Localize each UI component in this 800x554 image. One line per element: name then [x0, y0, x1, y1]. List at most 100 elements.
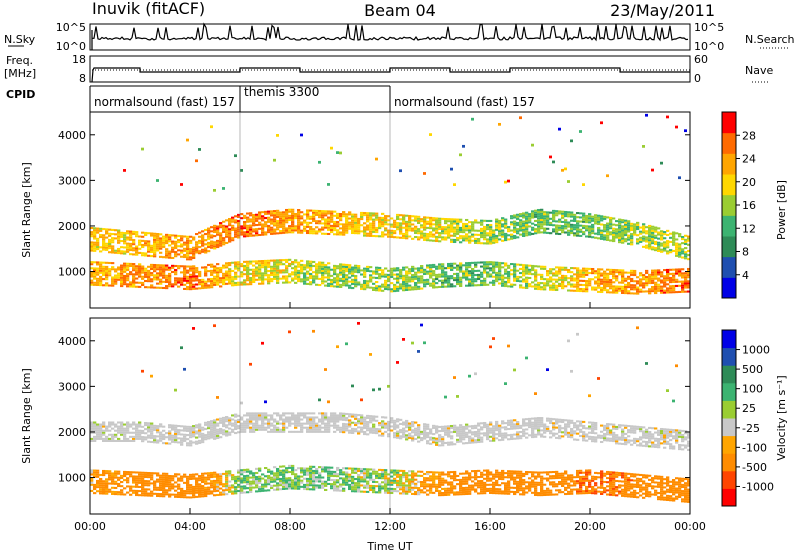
range-gate-cell	[192, 277, 196, 280]
range-gate-cell	[186, 481, 190, 485]
range-gate-cell	[483, 234, 487, 237]
range-gate-cell	[630, 271, 634, 274]
range-gate-cell	[489, 275, 493, 278]
range-gate-cell	[267, 483, 271, 486]
range-gate-cell	[132, 477, 136, 480]
range-gate-cell	[276, 271, 280, 274]
range-gate-cell	[294, 414, 298, 417]
range-gate-cell	[144, 269, 148, 272]
range-gate-cell	[420, 224, 424, 227]
range-gate-cell	[342, 229, 346, 232]
range-gate-cell	[213, 228, 217, 231]
range-gate-cell	[174, 255, 178, 258]
range-gate-cell	[573, 279, 577, 282]
range-gate-cell	[213, 241, 217, 244]
range-gate-cell	[339, 485, 343, 488]
range-gate-cell	[147, 246, 151, 249]
range-gate-cell	[111, 492, 115, 495]
range-gate-cell	[213, 281, 217, 284]
range-gate-cell	[540, 273, 544, 276]
range-gate-cell	[396, 279, 400, 282]
range-gate-cell	[339, 469, 343, 472]
range-gate-cell	[183, 496, 187, 499]
range-gate-cell	[468, 231, 472, 234]
range-gate-cell	[399, 283, 403, 286]
range-gate-cell	[465, 237, 469, 240]
range-gate-cell	[669, 279, 673, 282]
range-gate-cell	[246, 414, 250, 417]
range-gate-cell	[99, 423, 103, 426]
range-gate-cell	[468, 264, 472, 267]
range-gate-cell	[324, 416, 328, 419]
range-gate-cell	[447, 230, 451, 233]
range-gate-cell	[411, 237, 415, 240]
range-gate-cell	[105, 270, 109, 273]
range-gate-cell	[261, 219, 265, 222]
range-gate-cell	[480, 229, 484, 232]
range-gate-cell	[561, 168, 564, 172]
range-gate-cell	[183, 249, 187, 252]
range-gate-cell	[639, 284, 643, 287]
range-gate-cell	[126, 250, 130, 253]
range-gate-cell	[507, 226, 511, 229]
range-gate-cell	[399, 277, 403, 280]
range-gate-cell	[351, 229, 355, 232]
range-gate-cell	[249, 416, 253, 419]
range-gate-cell	[207, 423, 211, 426]
range-gate-cell	[210, 242, 214, 245]
range-gate-cell	[192, 492, 196, 495]
range-gate-cell	[534, 273, 538, 276]
range-gate-cell	[207, 284, 211, 287]
range-gate-cell	[423, 220, 427, 223]
range-gate-cell	[297, 275, 301, 279]
range-gate-cell	[174, 495, 178, 498]
range-gate-cell	[570, 285, 574, 288]
range-gate-cell	[291, 479, 295, 482]
range-gate-cell	[225, 231, 229, 234]
range-gate-cell	[678, 249, 682, 252]
range-gate-cell	[684, 257, 688, 260]
range-gate-cell	[318, 426, 322, 429]
range-gate-cell	[138, 247, 142, 250]
range-gate-cell	[675, 242, 679, 245]
range-gate-cell	[471, 282, 475, 285]
range-gate-cell	[111, 284, 115, 287]
range-gate-cell	[660, 287, 664, 290]
range-gate-cell	[627, 236, 631, 239]
range-gate-cell	[153, 424, 157, 427]
range-gate-cell	[249, 224, 253, 227]
range-gate-cell	[159, 286, 163, 289]
range-gate-cell	[180, 271, 184, 274]
range-gate-cell	[417, 275, 421, 278]
range-gate-cell	[111, 233, 115, 236]
range-gate-cell	[237, 234, 241, 237]
range-gate-cell	[135, 285, 139, 288]
range-gate-cell	[348, 419, 352, 422]
range-gate-cell	[159, 435, 163, 438]
range-gate-cell	[369, 228, 373, 231]
range-gate-cell	[552, 268, 556, 271]
range-gate-cell	[243, 426, 247, 429]
range-gate-cell	[666, 277, 670, 280]
range-gate-cell	[351, 282, 355, 285]
range-gate-cell	[168, 268, 172, 271]
range-gate-cell	[378, 285, 382, 288]
range-gate-cell	[105, 265, 109, 268]
range-gate-cell	[345, 412, 349, 415]
range-gate-cell	[576, 273, 580, 276]
range-gate-cell	[198, 493, 202, 496]
range-gate-cell	[282, 469, 286, 472]
range-gate-cell	[177, 491, 181, 494]
range-gate-cell	[177, 265, 181, 268]
range-gate-cell	[489, 234, 493, 237]
range-gate-cell	[198, 241, 202, 244]
range-gate-cell	[648, 247, 652, 250]
range-gate-cell	[336, 479, 340, 482]
range-gate-cell	[612, 240, 616, 243]
range-gate-cell	[315, 470, 319, 473]
range-gate-cell	[144, 233, 148, 237]
range-gate-cell	[141, 436, 145, 439]
range-gate-cell	[453, 218, 457, 221]
range-gate-cell	[687, 290, 691, 293]
range-gate-cell	[96, 243, 100, 247]
